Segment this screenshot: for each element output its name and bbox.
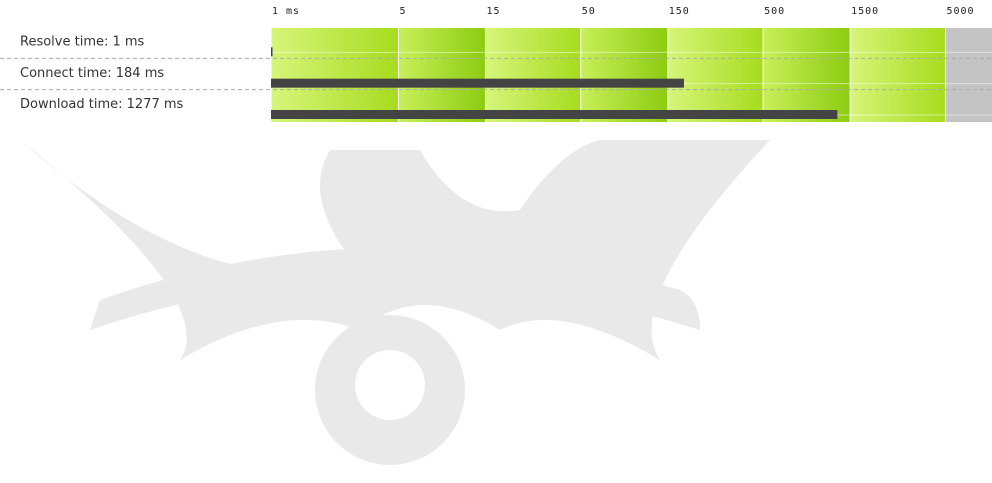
row-label: Connect time: 184 ms [20, 66, 164, 81]
x-tick-label: 1500 [851, 6, 879, 17]
band [271, 28, 399, 122]
band [763, 28, 851, 122]
band [667, 28, 764, 122]
row-label: Resolve time: 1 ms [20, 35, 145, 50]
x-tick-label: 500 [764, 6, 785, 17]
band [850, 28, 946, 122]
bar [271, 47, 273, 57]
x-tick-label: 5000 [946, 6, 974, 17]
band [580, 28, 668, 122]
x-tick-label: 15 [486, 6, 500, 17]
watermark [20, 140, 770, 465]
x-tick-label: 1 ms [272, 6, 300, 17]
x-tick-label: 50 [582, 6, 596, 17]
x-tick-label: 5 [399, 6, 406, 17]
bar [271, 78, 684, 88]
band [485, 28, 581, 122]
bar [271, 110, 838, 119]
plot: 1 ms 5 15 50 150 500 1500 5000 Resolve time: 1 m… [0, 6, 992, 122]
row-label: Download time: 1277 ms [20, 97, 184, 112]
x-tick-label: 150 [669, 6, 690, 17]
band [398, 28, 486, 122]
